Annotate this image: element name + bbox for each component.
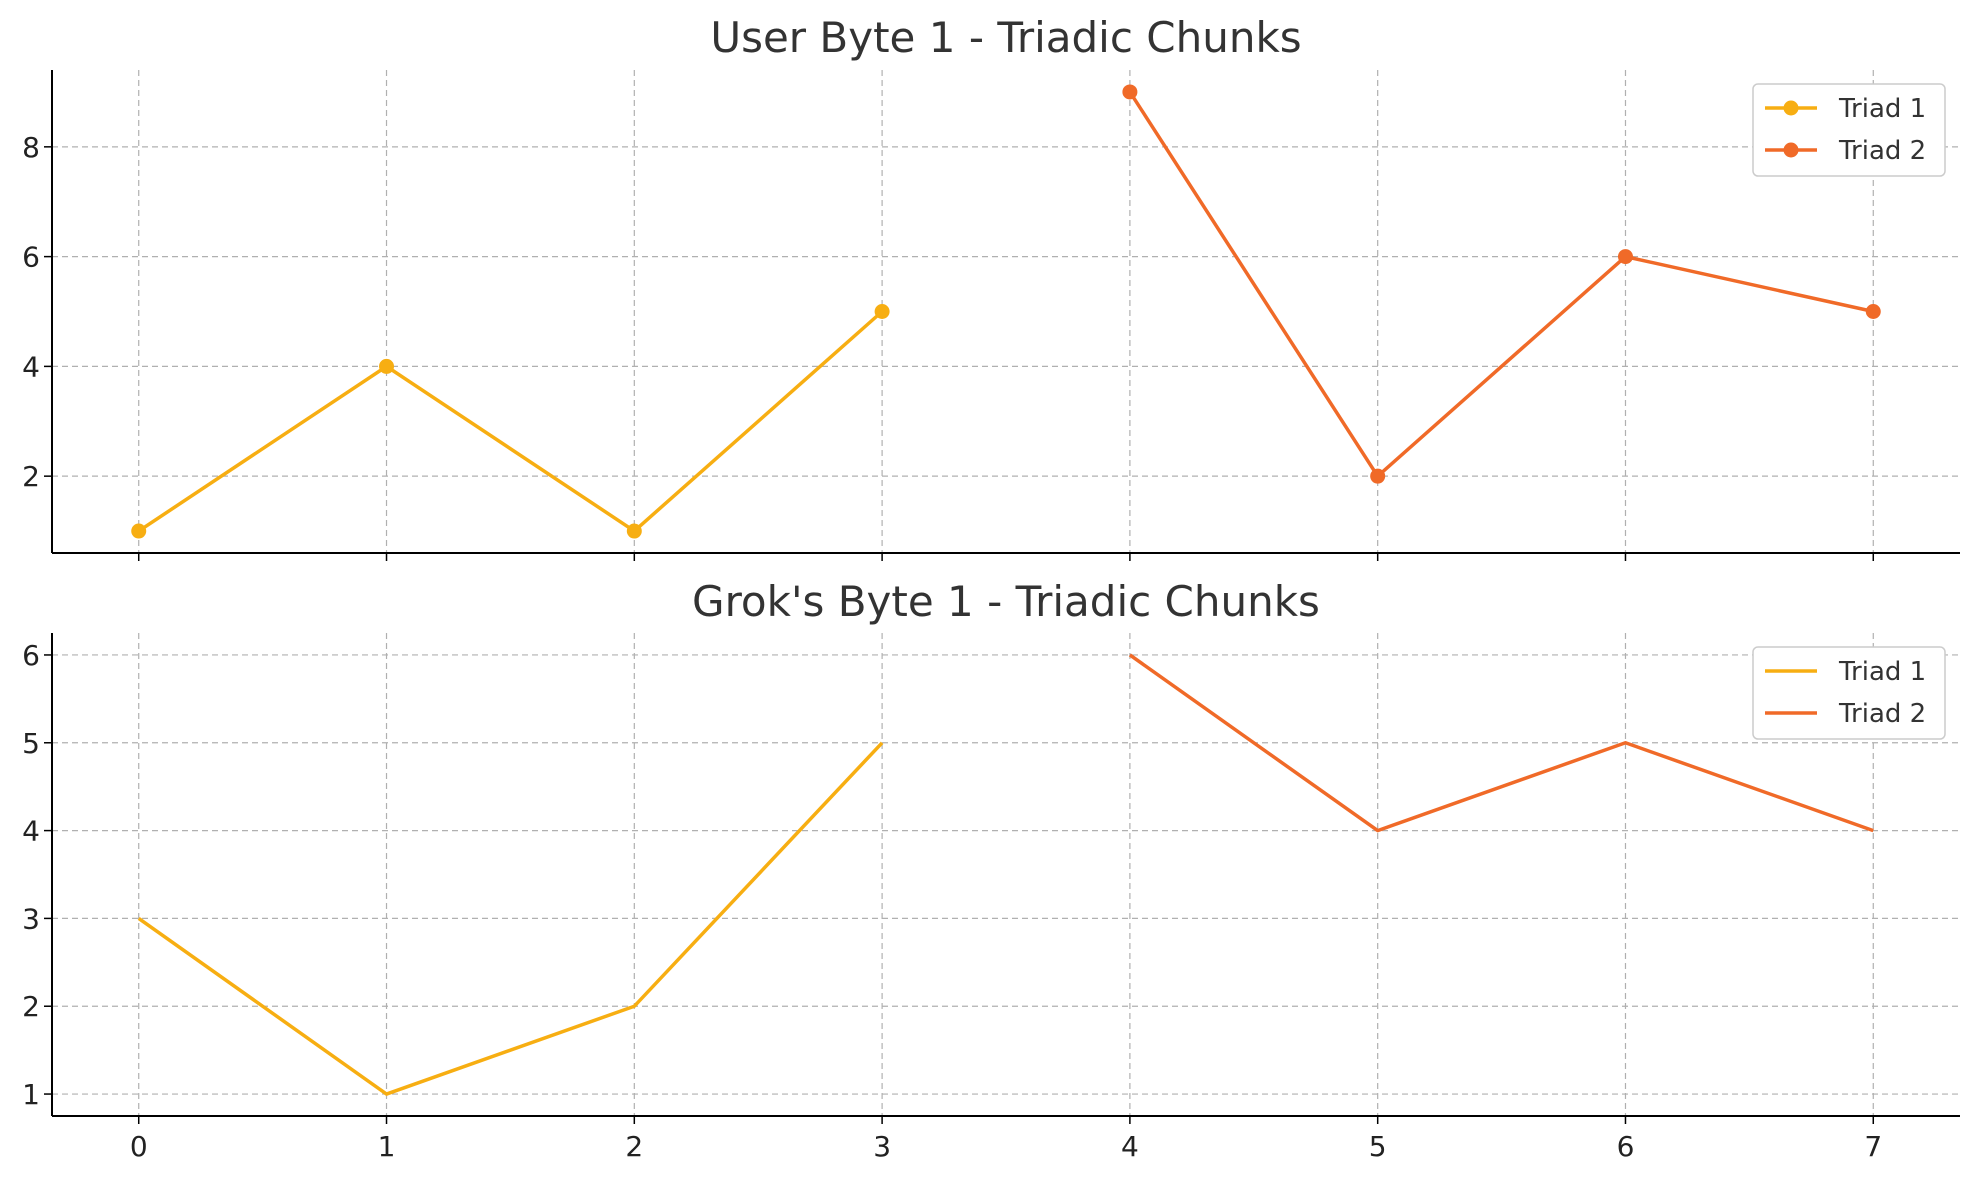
legend-label: Triad 2 (1838, 136, 1926, 166)
data-point-triad-2 (1370, 468, 1386, 484)
y-tick-label: 1 (22, 1078, 40, 1111)
series-line-triad-2 (1128, 653, 1874, 833)
y-tick-label: 2 (22, 990, 40, 1023)
legend: Triad 1 Triad 2 (1752, 83, 1946, 177)
x-tick-label: 4 (1121, 1130, 1139, 1163)
legend-swatch-marker (1783, 142, 1799, 158)
y-tick-label: 3 (22, 902, 40, 935)
data-point-triad-1 (874, 304, 890, 319)
series-line-triad-1 (137, 741, 884, 1096)
y-tick-label: 5 (22, 727, 40, 760)
x-tick-label: 3 (873, 1130, 891, 1163)
data-point-triad-1 (131, 523, 147, 539)
y-tick-label: 8 (22, 131, 40, 164)
series-line-triad-1 (137, 310, 884, 533)
chart-title: Grok's Byte 1 - Triadic Chunks (692, 577, 1320, 626)
x-tick-label: 5 (1369, 1130, 1387, 1163)
data-point-triad-1 (626, 523, 642, 539)
series-line-triad-2 (1128, 91, 1874, 478)
chart-groks-byte-1: Grok's Byte 1 - Triadic Chunks 0 1 2 3 4 5 6 7 1 2… (22, 577, 1960, 1163)
data-point-triad-1 (379, 358, 395, 374)
y-tick-label: 4 (22, 815, 40, 848)
x-tick-label: 1 (378, 1130, 396, 1163)
x-tick-label: 2 (625, 1130, 643, 1163)
y-tick-label: 6 (22, 241, 40, 274)
y-tick-label: 2 (22, 460, 40, 493)
legend-label: Triad 2 (1838, 699, 1926, 729)
legend-label: Triad 1 (1838, 94, 1926, 124)
x-tick-label: 0 (130, 1130, 148, 1163)
legend-swatch-marker (1783, 100, 1799, 116)
x-tick-label: 6 (1617, 1130, 1635, 1163)
y-tick-label: 6 (22, 639, 40, 672)
data-point-triad-2 (1865, 304, 1881, 319)
y-tick-label: 4 (22, 350, 40, 383)
data-point-triad-2 (1122, 84, 1138, 100)
legend: Triad 1 Triad 2 (1752, 646, 1946, 740)
data-point-triad-2 (1617, 249, 1633, 265)
legend-label: Triad 1 (1838, 657, 1926, 687)
chart-title: User Byte 1 - Triadic Chunks (710, 13, 1301, 62)
x-tick-label: 7 (1864, 1130, 1882, 1163)
